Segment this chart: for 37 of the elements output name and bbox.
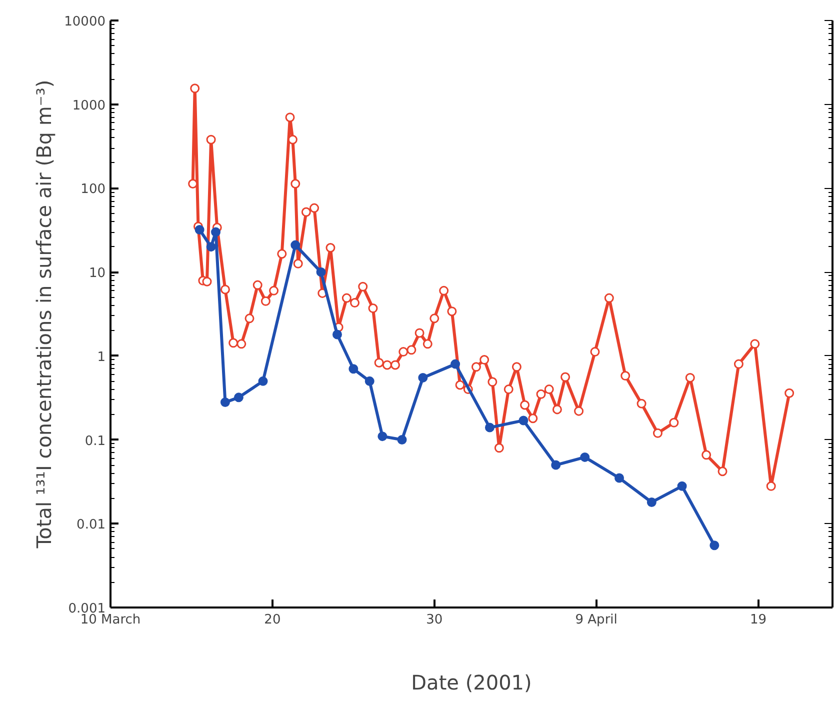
x-tick-label: 20 — [264, 612, 281, 628]
point — [484, 422, 494, 432]
y-tick-label: 1000 — [72, 98, 106, 114]
point — [194, 224, 204, 234]
y-tick-label: 0.01 — [76, 518, 106, 533]
x-tick-label: 10 March — [80, 612, 141, 628]
x-tick-label: 9 April — [575, 612, 618, 628]
y-tick-label: 0.1 — [84, 434, 106, 449]
point — [551, 460, 561, 470]
point — [364, 376, 374, 386]
point — [518, 416, 528, 426]
x-tick-label: 30 — [426, 612, 443, 628]
point — [206, 242, 216, 252]
y-tick-label: 100 — [80, 182, 106, 198]
x-axis-title: Date (2001) — [411, 670, 532, 694]
point — [332, 330, 342, 340]
y-axis-title: Total ¹³¹I concentrations in surface air (Bq m⁻³) — [32, 80, 56, 550]
y-tick-label: 10 — [88, 266, 106, 282]
point — [646, 497, 656, 507]
point — [614, 473, 624, 483]
point — [378, 432, 388, 442]
point — [348, 364, 358, 374]
point — [290, 240, 300, 250]
point — [677, 481, 687, 491]
point — [580, 452, 590, 462]
point — [418, 372, 428, 382]
y-tick-label: 10000 — [64, 14, 106, 30]
point — [316, 267, 326, 277]
point — [220, 398, 230, 408]
point — [397, 435, 407, 445]
point — [211, 227, 221, 237]
point — [450, 359, 460, 369]
point — [710, 540, 720, 550]
y-tick-label: 1 — [97, 350, 106, 365]
point — [258, 376, 268, 386]
point — [234, 392, 244, 402]
x-tick-label: 19 — [750, 612, 767, 628]
